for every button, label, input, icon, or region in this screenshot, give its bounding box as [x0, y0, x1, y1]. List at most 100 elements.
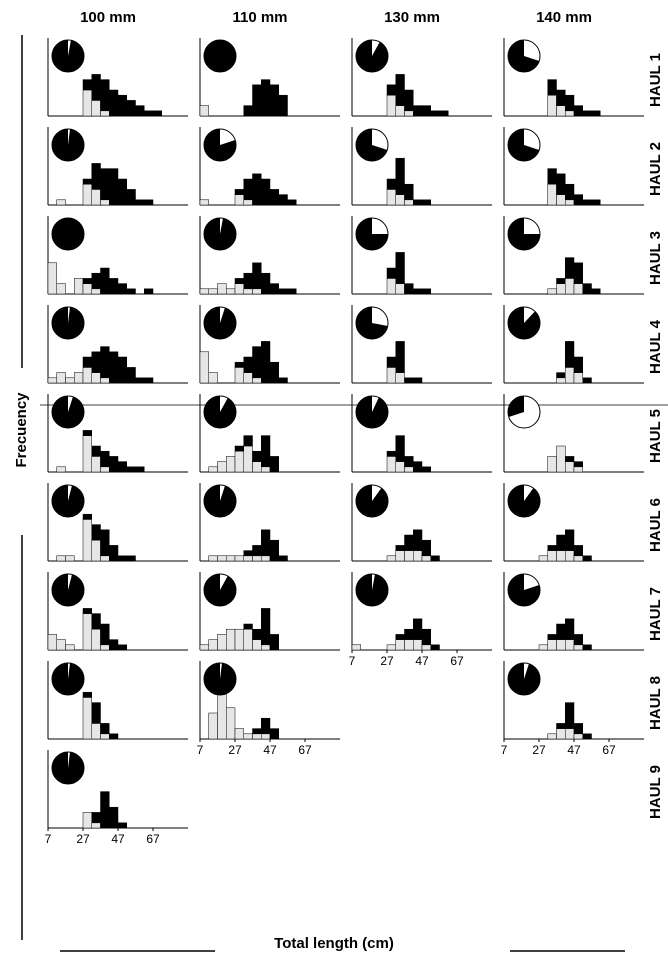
- bar: [395, 157, 405, 195]
- bar: [261, 178, 271, 206]
- row-label: HAUL 9: [647, 765, 664, 819]
- column-title: 140 mm: [536, 9, 592, 26]
- bar: [261, 341, 271, 384]
- bar: [269, 283, 279, 295]
- bar: [556, 372, 566, 379]
- bar: [413, 529, 423, 551]
- x-tick-label: 7: [45, 832, 52, 846]
- row-label: HAUL 1: [647, 53, 664, 107]
- bar: [386, 555, 396, 562]
- bar: [386, 367, 396, 384]
- bar: [404, 550, 414, 562]
- bar: [82, 519, 92, 562]
- bar: [91, 524, 101, 541]
- bar: [413, 639, 423, 651]
- bar: [243, 733, 253, 740]
- bar: [269, 189, 279, 206]
- bar: [226, 555, 236, 562]
- bar: [278, 94, 288, 117]
- bar: [591, 199, 601, 206]
- bar: [234, 728, 244, 740]
- bar: [413, 550, 423, 562]
- bar: [430, 555, 440, 562]
- row-label: HAUL 3: [647, 231, 664, 285]
- bar: [547, 79, 557, 96]
- bar: [144, 377, 154, 384]
- bar: [234, 628, 244, 651]
- x-tick-label: 7: [501, 743, 508, 757]
- bar: [421, 628, 431, 646]
- bar: [395, 461, 405, 473]
- pie-slice: [356, 396, 389, 428]
- bar: [91, 163, 101, 190]
- bar: [287, 288, 297, 295]
- bar: [573, 372, 583, 384]
- bar: [413, 461, 423, 473]
- bar: [117, 356, 127, 384]
- bar: [573, 105, 583, 117]
- bar: [252, 346, 262, 379]
- bar: [100, 168, 110, 201]
- bar: [261, 272, 271, 295]
- bar: [413, 288, 423, 295]
- row-label: HAUL 4: [647, 319, 664, 374]
- bar: [421, 644, 431, 651]
- bar: [261, 608, 271, 646]
- bar: [100, 733, 110, 740]
- bar: [386, 189, 396, 206]
- bar: [261, 466, 271, 473]
- bar: [126, 367, 136, 384]
- bar: [269, 634, 279, 651]
- bar: [404, 283, 414, 295]
- bar: [226, 628, 236, 651]
- bar: [117, 461, 127, 473]
- bar: [430, 644, 440, 651]
- bar: [547, 634, 557, 640]
- bar: [199, 644, 209, 651]
- bar: [404, 89, 414, 112]
- bar: [226, 288, 236, 295]
- pie-slice: [356, 485, 388, 517]
- bar: [91, 74, 101, 101]
- bar: [395, 634, 405, 640]
- bar: [82, 613, 92, 651]
- bar: [82, 178, 92, 185]
- bar: [538, 644, 548, 651]
- bar: [100, 267, 110, 295]
- column-title: 110 mm: [232, 9, 287, 26]
- bar: [82, 283, 92, 295]
- bar: [56, 199, 66, 206]
- x-tick-label: 7: [197, 743, 204, 757]
- bar: [404, 199, 414, 206]
- bar: [261, 79, 271, 117]
- bar: [243, 372, 253, 384]
- x-tick-label: 47: [263, 743, 277, 757]
- bar: [413, 618, 423, 640]
- bar: [573, 545, 583, 557]
- bar: [126, 555, 136, 562]
- bar: [91, 613, 101, 630]
- bar: [56, 466, 66, 473]
- bar: [404, 628, 414, 640]
- bar: [56, 555, 66, 562]
- bar: [252, 377, 262, 384]
- bar: [404, 534, 414, 551]
- bar: [261, 733, 271, 740]
- column-title: 100 mm: [80, 9, 136, 26]
- bar: [565, 702, 575, 729]
- pie-slice: [204, 485, 237, 517]
- bar: [126, 100, 136, 117]
- pie-slice: [356, 218, 388, 250]
- bar: [126, 189, 136, 206]
- pie-slice: [204, 396, 237, 429]
- bar: [386, 178, 396, 190]
- bar: [395, 550, 405, 562]
- bar: [573, 733, 583, 740]
- bar: [413, 105, 423, 117]
- x-tick-label: 27: [532, 743, 546, 757]
- pie-slice: [508, 129, 540, 161]
- bar: [556, 445, 566, 473]
- bar: [421, 199, 431, 206]
- bar: [91, 822, 101, 829]
